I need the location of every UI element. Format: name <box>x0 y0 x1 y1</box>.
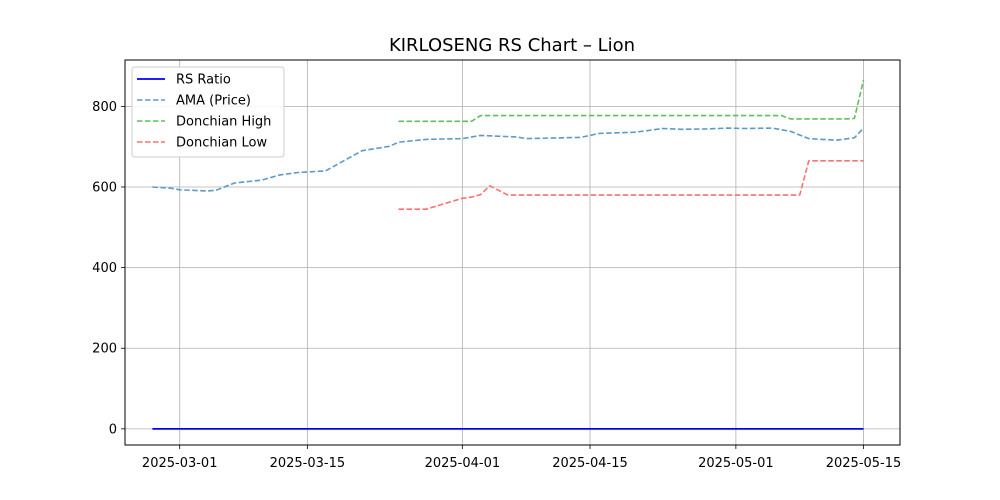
x-tick-label: 2025-04-15 <box>552 456 628 471</box>
y-tick-label: 400 <box>92 261 117 276</box>
legend-label-donchian-low: Donchian Low <box>176 136 268 151</box>
x-tick-label: 2025-03-01 <box>142 456 218 471</box>
x-tick-label: 2025-05-01 <box>698 456 774 471</box>
x-tick-label: 2025-05-15 <box>826 456 902 471</box>
y-tick-label: 600 <box>92 180 117 195</box>
y-tick-label: 0 <box>109 422 117 437</box>
x-tick-label: 2025-04-01 <box>425 456 501 471</box>
series-line-donchian-low <box>398 160 864 210</box>
x-tick-label: 2025-03-15 <box>270 456 346 471</box>
y-tick-label: 800 <box>92 100 117 115</box>
plot-frame <box>124 59 901 446</box>
legend: RS Ratio AMA (Price) Donchian High Donchian… <box>131 66 285 158</box>
legend-label-rs-ratio: RS Ratio <box>176 73 231 88</box>
chart-title: KIRLOSENG RS Chart – Lion <box>389 35 635 56</box>
axis-ticks: 2025-03-01 2025-03-15 2025-04-01 2025-04-15… <box>92 100 901 471</box>
y-tick-label: 200 <box>92 342 117 357</box>
legend-label-donchian-high: Donchian High <box>176 115 271 130</box>
series-lines <box>152 80 865 430</box>
legend-label-ama-price: AMA (Price) <box>176 94 251 109</box>
series-line-ama-price <box>152 127 865 192</box>
series-line-donchian-high <box>398 80 865 123</box>
legend-box <box>131 66 285 158</box>
